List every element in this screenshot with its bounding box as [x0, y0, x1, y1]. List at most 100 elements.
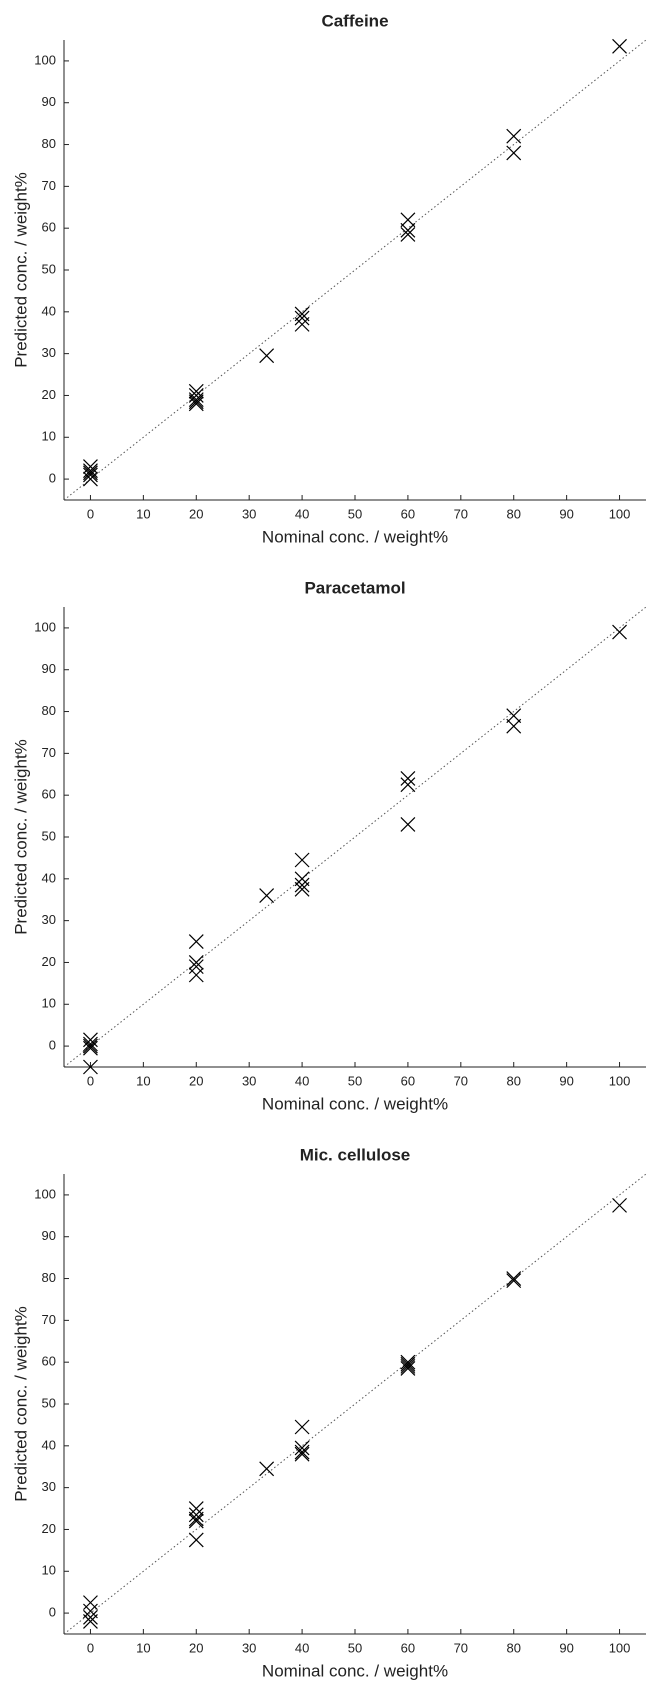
data-point [83, 1036, 98, 1052]
y-tick-label: 20 [42, 954, 56, 969]
y-axis-label: Predicted conc. / weight% [11, 739, 30, 935]
y-tick-label: 50 [42, 1395, 56, 1410]
x-tick-label: 20 [189, 506, 203, 521]
data-point [83, 459, 98, 474]
x-tick-label: 60 [401, 1073, 415, 1088]
x-tick-label: 50 [348, 506, 362, 521]
data-point [612, 38, 627, 54]
x-tick-label: 80 [506, 1640, 520, 1655]
y-tick-label: 0 [49, 1605, 56, 1620]
y-tick-label: 60 [42, 220, 56, 235]
x-tick-label: 100 [609, 1640, 631, 1655]
x-tick-label: 50 [348, 1073, 362, 1088]
data-point [188, 1507, 204, 1523]
x-tick-label: 90 [559, 1640, 573, 1655]
data-point [188, 934, 204, 949]
data-point [294, 1440, 310, 1456]
data-point [188, 1511, 204, 1527]
x-tick-label: 30 [242, 506, 256, 521]
y-tick-label: 100 [34, 52, 56, 67]
data-point [188, 383, 204, 399]
y-tick-label: 20 [42, 387, 56, 402]
data-point [400, 1354, 416, 1370]
x-tick-label: 70 [454, 1640, 468, 1655]
data-point [188, 955, 204, 970]
y-tick-label: 60 [42, 787, 56, 802]
data-point [188, 388, 204, 403]
data-point [188, 394, 204, 410]
data-point [612, 624, 627, 640]
data-point [83, 1609, 98, 1625]
data-point [294, 1444, 310, 1460]
y-tick-label: 90 [42, 94, 56, 109]
x-tick-label: 20 [189, 1073, 203, 1088]
y-tick-label: 30 [42, 912, 56, 927]
x-tick-label: 60 [401, 506, 415, 521]
y-tick-label: 70 [42, 178, 56, 193]
x-axis-label: Nominal conc. / weight% [262, 1661, 448, 1680]
x-axis-label: Nominal conc. / weight% [262, 1094, 448, 1113]
data-point [506, 1273, 522, 1289]
x-tick-label: 60 [401, 1640, 415, 1655]
x-axis-label: Nominal conc. / weight% [262, 527, 448, 546]
x-tick-label: 20 [189, 1640, 203, 1655]
x-tick-label: 30 [242, 1640, 256, 1655]
chart-panel: Caffeine Nominal conc. / weight% Predicted… [11, 11, 647, 546]
y-tick-label: 100 [34, 619, 56, 634]
data-point [83, 467, 98, 483]
chart-panel: Mic. cellulose Nominal conc. / weight% Pre… [11, 1145, 647, 1680]
data-point [400, 227, 416, 242]
y-tick-label: 20 [42, 1521, 56, 1536]
data-point [188, 1501, 204, 1516]
x-tick-label: 40 [295, 1073, 309, 1088]
data-point [188, 1513, 204, 1529]
data-point [83, 471, 98, 487]
y-tick-label: 40 [42, 303, 56, 318]
x-tick-label: 80 [506, 1073, 520, 1088]
y-tick-label: 10 [42, 429, 56, 444]
data-point [400, 212, 416, 228]
data-point [400, 1356, 416, 1372]
chart-panel: Paracetamol Nominal conc. / weight% Predic… [11, 578, 647, 1113]
data-point [506, 708, 522, 724]
y-axis-label: Predicted conc. / weight% [11, 172, 30, 368]
x-tick-label: 90 [559, 506, 573, 521]
y-tick-label: 30 [42, 1479, 56, 1494]
y-tick-label: 0 [49, 1038, 56, 1053]
y-tick-label: 70 [42, 1312, 56, 1327]
data-point [83, 1059, 98, 1075]
y-tick-label: 40 [42, 1437, 56, 1452]
y-tick-label: 50 [42, 261, 56, 276]
reference-line [63, 39, 647, 501]
x-tick-label: 70 [454, 1073, 468, 1088]
y-tick-label: 80 [42, 136, 56, 151]
data-point [83, 1038, 98, 1054]
data-point [294, 877, 310, 893]
data-point [612, 1197, 627, 1213]
reference-line [63, 606, 647, 1068]
y-tick-label: 100 [34, 1186, 56, 1201]
data-point [506, 145, 522, 161]
x-tick-label: 70 [454, 506, 468, 521]
x-tick-label: 40 [295, 506, 309, 521]
chart-title: Mic. cellulose [300, 1145, 411, 1164]
y-tick-label: 50 [42, 828, 56, 843]
data-point [83, 1032, 98, 1048]
data-point [294, 316, 310, 332]
data-point [294, 881, 310, 897]
x-tick-label: 0 [87, 1640, 94, 1655]
y-tick-label: 80 [42, 1270, 56, 1285]
data-point [83, 1595, 98, 1611]
x-tick-label: 10 [136, 506, 150, 521]
data-point [400, 1358, 416, 1374]
data-point [83, 1040, 98, 1056]
data-point [294, 1419, 310, 1435]
y-axis-label: Predicted conc. / weight% [11, 1306, 30, 1502]
x-tick-label: 0 [87, 506, 94, 521]
data-point [506, 1271, 522, 1286]
data-point [83, 1603, 98, 1619]
x-tick-label: 10 [136, 1073, 150, 1088]
data-point [294, 310, 310, 326]
x-tick-label: 100 [609, 506, 631, 521]
